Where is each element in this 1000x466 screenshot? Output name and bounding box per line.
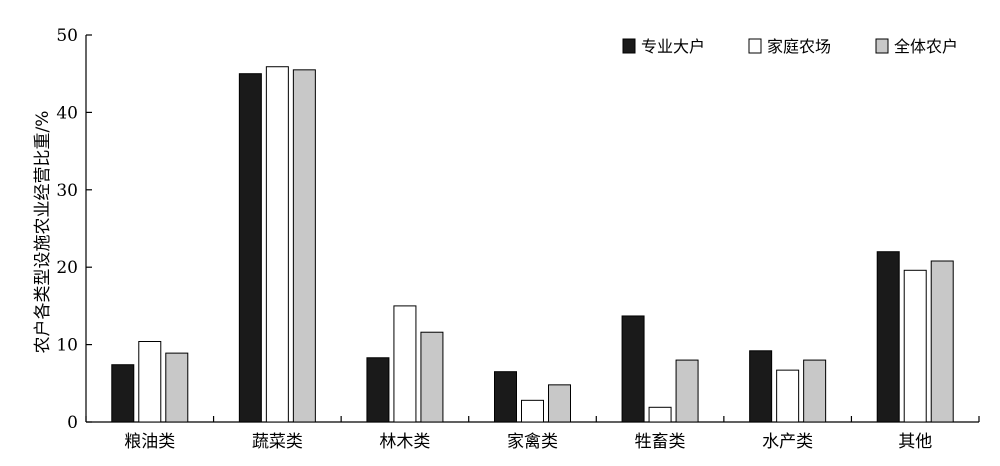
legend-swatch <box>748 38 762 54</box>
y-tick-label: 30 <box>56 181 78 201</box>
legend-swatch <box>622 38 636 54</box>
y-axis-label-group: 农户各类型设施农业经营比重/% <box>33 111 53 354</box>
legend-label: 家庭农场 <box>767 37 831 56</box>
bar <box>165 352 189 423</box>
bar <box>292 69 316 423</box>
x-category-label: 蔬菜类 <box>252 432 303 452</box>
x-category-label: 家禽类 <box>507 432 558 452</box>
legend: 专业大户 家庭农场 全体农户 <box>622 37 958 56</box>
bar <box>366 357 390 423</box>
legend-swatch <box>875 38 889 54</box>
bar <box>548 384 571 423</box>
x-category-label: 其他 <box>898 432 932 452</box>
x-category-label: 牲畜类 <box>635 432 686 452</box>
bar <box>749 350 773 423</box>
x-category-label: 粮油类 <box>124 432 175 452</box>
y-tick-label: 40 <box>56 103 78 123</box>
bar <box>138 341 162 423</box>
bar <box>648 406 672 423</box>
legend-label: 全体农户 <box>894 37 958 56</box>
bar <box>111 364 135 423</box>
bar <box>238 73 262 423</box>
y-tick-label: 20 <box>56 258 78 278</box>
legend-label: 专业大户 <box>641 37 705 56</box>
bar <box>876 251 900 423</box>
x-category-label: 水产类 <box>762 432 813 452</box>
x-category-label: 林木类 <box>379 432 430 452</box>
bar <box>494 371 517 423</box>
bar <box>420 331 444 423</box>
y-tick-label: 0 <box>67 413 78 433</box>
axes: 0 10 20 30 40 50 粮油类 蔬菜类 林木类 家禽类 牲畜类 水产类 其他 <box>56 26 980 452</box>
y-tick-label: 10 <box>56 336 78 356</box>
bar <box>803 359 827 423</box>
bar <box>393 305 417 423</box>
y-axis-label: 农户各类型设施农业经营比重/% <box>33 111 53 354</box>
bar <box>675 359 699 423</box>
bars <box>111 66 954 423</box>
bar <box>776 369 800 423</box>
y-tick-label: 50 <box>56 26 78 46</box>
bar <box>265 66 289 423</box>
bar <box>621 315 645 423</box>
bar <box>903 269 927 423</box>
bar <box>930 260 954 423</box>
bar <box>521 399 544 423</box>
